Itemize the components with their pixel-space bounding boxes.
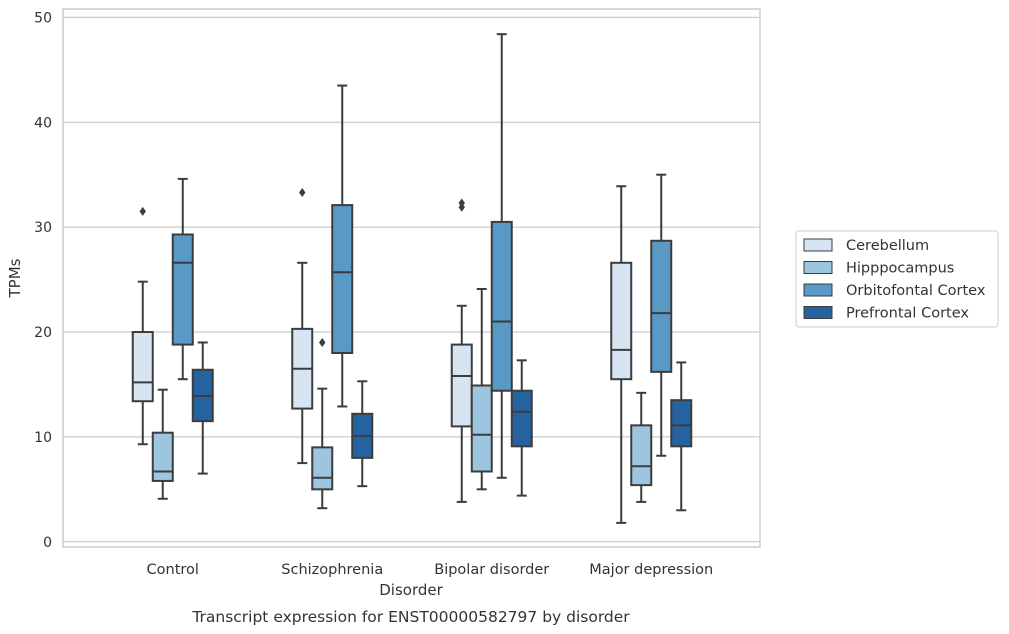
box-orbitofontal-cortex bbox=[171, 177, 194, 381]
legend-label: Orbitofontal Cortex bbox=[846, 283, 986, 299]
y-tick-label: 0 bbox=[43, 535, 52, 551]
legend-swatch bbox=[803, 306, 833, 319]
box-hipppocampus bbox=[630, 391, 653, 503]
box-iqr bbox=[650, 239, 673, 373]
box-iqr bbox=[670, 399, 693, 448]
legend-frame bbox=[795, 230, 999, 328]
y-tick-label: 50 bbox=[34, 10, 52, 26]
y-tick-label: 30 bbox=[34, 220, 52, 236]
y-tick-label: 10 bbox=[34, 430, 52, 446]
box-orbitofontal-cortex bbox=[650, 173, 673, 457]
x-axis-ticks: Control Schizophrenia Bipolar disorder Majo… bbox=[147, 562, 714, 578]
legend-label: Prefrontal Cortex bbox=[846, 306, 969, 322]
box-hipppocampus bbox=[311, 337, 334, 510]
legend-label: Cerebellum bbox=[846, 238, 929, 254]
outlier-point bbox=[139, 206, 146, 216]
x-axis-label: Disorder bbox=[379, 581, 443, 599]
box-iqr bbox=[610, 261, 633, 381]
x-tick-label: Bipolar disorder bbox=[434, 562, 549, 578]
box-prefrontal-cortex bbox=[351, 380, 374, 488]
box-cerebellum bbox=[291, 188, 314, 465]
box-cerebellum bbox=[610, 185, 633, 524]
box-iqr bbox=[311, 446, 334, 491]
box-iqr bbox=[171, 233, 194, 346]
legend: Cerebellum Hipppocampus Orbitofontal Corte… bbox=[795, 230, 999, 328]
box-plot-marks bbox=[131, 33, 693, 524]
box-iqr bbox=[450, 343, 473, 428]
box-iqr bbox=[331, 204, 354, 354]
legend-swatch bbox=[803, 283, 833, 297]
box-iqr bbox=[630, 424, 653, 487]
box-iqr bbox=[510, 389, 533, 448]
y-tick-label: 40 bbox=[34, 115, 52, 131]
legend-swatch bbox=[803, 238, 833, 252]
figure-caption: Transcript expression for ENST0000058279… bbox=[191, 608, 630, 626]
box-orbitofontal-cortex bbox=[331, 84, 354, 408]
box-prefrontal-cortex bbox=[670, 361, 693, 512]
box-iqr bbox=[470, 384, 493, 473]
box-iqr bbox=[490, 220, 513, 392]
y-axis-ticks: 0 10 20 30 40 50 bbox=[34, 10, 52, 550]
x-tick-label: Schizophrenia bbox=[281, 562, 383, 578]
box-cerebellum bbox=[131, 206, 154, 446]
outlier-point bbox=[319, 337, 326, 347]
outlier-point bbox=[458, 198, 465, 208]
outlier-point bbox=[299, 188, 306, 198]
legend-swatch bbox=[803, 261, 833, 274]
box-hipppocampus bbox=[470, 288, 493, 491]
box-prefrontal-cortex bbox=[510, 359, 533, 497]
box-prefrontal-cortex bbox=[191, 341, 214, 475]
box-hipppocampus bbox=[151, 388, 174, 500]
y-axis-label: TPMs bbox=[6, 258, 24, 298]
box-iqr bbox=[131, 331, 154, 403]
box-iqr bbox=[151, 431, 174, 482]
x-tick-label: Major depression bbox=[589, 562, 713, 578]
plot-frame bbox=[62, 8, 761, 548]
box-orbitofontal-cortex bbox=[490, 33, 513, 479]
legend-label: Hipppocampus bbox=[846, 261, 954, 277]
box-cerebellum bbox=[450, 198, 473, 503]
x-tick-label: Control bbox=[147, 562, 199, 578]
y-tick-label: 20 bbox=[34, 325, 52, 341]
